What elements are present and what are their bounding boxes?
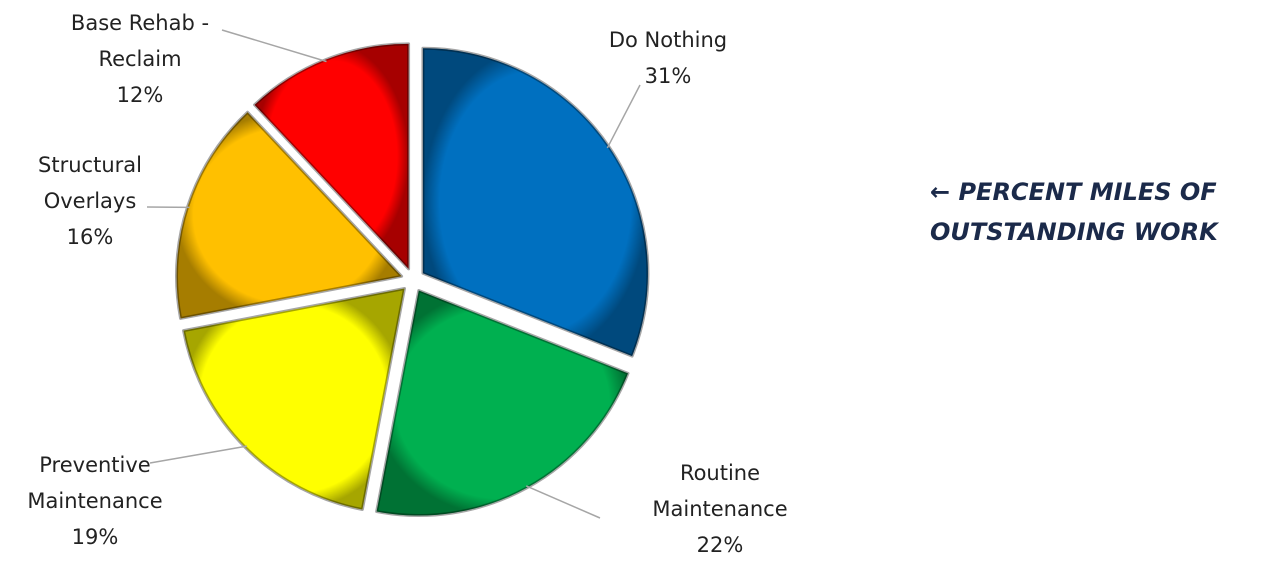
slice-value-label: 16% — [0, 219, 185, 255]
leader-line — [526, 486, 600, 518]
slice-value-label: 22% — [625, 527, 815, 563]
slice-label: Routine Maintenance — [625, 455, 815, 527]
slice-value-label: 12% — [45, 77, 235, 113]
leader-line — [607, 85, 640, 148]
slice-label: Do Nothing — [573, 22, 763, 58]
slice-label: Base Rehab - Reclaim — [45, 5, 235, 77]
slice-label: Structural Overlays — [0, 147, 185, 219]
slice-label: Preventive Maintenance — [0, 447, 190, 519]
leader-line — [222, 30, 326, 62]
annotation: ← PERCENT MILES OF OUTSTANDING WORK — [930, 172, 1270, 252]
slice-value-label: 19% — [0, 519, 190, 555]
pie-slice — [184, 288, 405, 509]
slice-value-label: 31% — [573, 58, 763, 94]
